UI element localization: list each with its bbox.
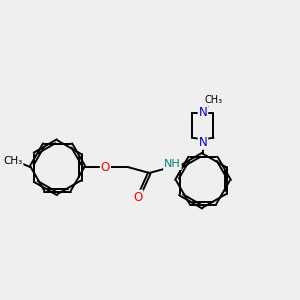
- Text: N: N: [199, 106, 207, 119]
- Text: CH₃: CH₃: [3, 156, 22, 166]
- Text: O: O: [133, 190, 142, 204]
- Text: N: N: [199, 136, 207, 149]
- Text: NH: NH: [164, 159, 181, 169]
- Text: CH₃: CH₃: [205, 95, 223, 105]
- Text: O: O: [101, 161, 110, 174]
